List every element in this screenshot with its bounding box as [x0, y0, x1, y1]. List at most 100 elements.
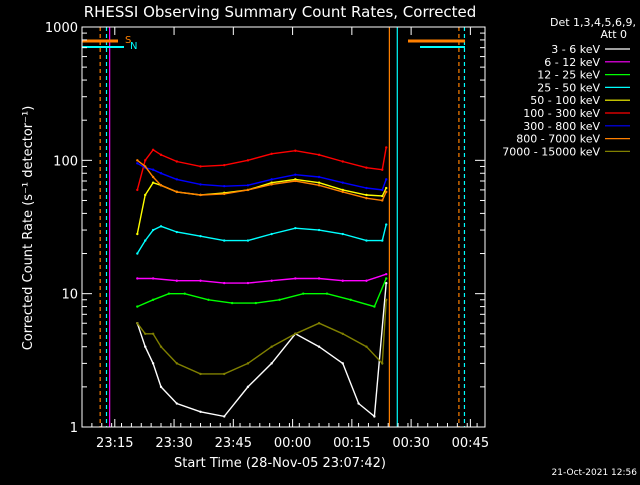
legend-label: 800 - 7000 keV [516, 133, 600, 146]
series-point [151, 298, 155, 301]
series-point [341, 160, 344, 163]
series-point [199, 193, 202, 197]
series-point [246, 188, 250, 192]
series-point [341, 181, 344, 184]
series-point [270, 345, 273, 348]
series-point [317, 153, 321, 157]
series-point [175, 279, 179, 282]
series-point [151, 168, 155, 171]
series-point [365, 279, 368, 282]
series-point [136, 188, 139, 192]
series-line-2 [137, 278, 387, 308]
series-point [223, 184, 226, 188]
series-point [381, 194, 384, 198]
series-point [317, 345, 321, 348]
series-point [325, 292, 329, 295]
x-axis-label: Start Time (28-Nov-05 23:07:42) [174, 456, 386, 471]
series-point [341, 279, 344, 282]
series-point [385, 186, 388, 190]
series-point [254, 301, 258, 305]
series-point [175, 160, 179, 163]
series-point [136, 305, 139, 308]
series-line-1 [137, 273, 387, 284]
series-point [317, 184, 321, 187]
series-point [246, 281, 250, 285]
x-tick-label: 00:00 [274, 436, 311, 451]
legend-label: 50 - 100 keV [530, 94, 600, 107]
series-point [159, 225, 163, 228]
series-point [385, 146, 388, 149]
legend-label: 25 - 50 keV [537, 81, 600, 94]
series-point [246, 184, 250, 187]
series-point [151, 277, 155, 280]
series-point [385, 223, 388, 226]
timestamp: 21-Oct-2021 12:56 [552, 468, 638, 478]
x-tick-label: 23:30 [155, 436, 192, 451]
series-point [365, 186, 368, 190]
series-point [385, 281, 388, 285]
series-point [381, 362, 384, 365]
series-point [175, 190, 179, 194]
series-point [223, 239, 226, 242]
series-point [144, 165, 147, 168]
series-point [357, 402, 360, 405]
series-point [144, 332, 147, 336]
x-axis-ticks: 23:15 23:30 23:45 00:00 00:15 00:30 00:45 [91, 27, 489, 451]
series-point [373, 415, 376, 418]
x-tick-label: 00:45 [452, 436, 489, 451]
plot-frame [81, 26, 486, 428]
series-point [159, 172, 163, 175]
series-point [183, 292, 186, 295]
legend-label: 6 - 12 keV [544, 56, 600, 69]
series-point [302, 292, 305, 295]
y-tick-label: 1 [70, 421, 78, 436]
series-point [199, 372, 202, 376]
x-tick-label: 23:45 [215, 436, 252, 451]
series-point [270, 279, 273, 282]
y-axis-label: Corrected Count Rate (s⁻¹ detector⁻¹) [21, 106, 36, 351]
annotation-n: N [130, 41, 137, 52]
series-point [144, 239, 147, 242]
series-point [365, 196, 368, 200]
series-point [136, 232, 139, 236]
series-point [381, 188, 384, 192]
annotation-s: S [125, 35, 131, 46]
series-point [317, 322, 321, 325]
series-line-8 [136, 299, 387, 375]
series-point [199, 183, 202, 186]
series-point [151, 175, 155, 179]
series-point [317, 277, 321, 280]
series-point [199, 165, 202, 168]
series-point [294, 332, 297, 336]
y-tick-label: 1000 [45, 21, 78, 36]
series-point [365, 345, 368, 348]
series-point [365, 166, 368, 169]
series-point [341, 190, 344, 194]
series-point [246, 385, 250, 389]
series-point [136, 252, 139, 255]
series-point [294, 179, 297, 183]
y-tick-label: 100 [53, 154, 78, 169]
series-point [223, 163, 226, 167]
series-point [151, 181, 155, 184]
series-point [294, 173, 297, 176]
series-point [365, 193, 368, 197]
series-point [381, 199, 384, 202]
series-point [136, 322, 139, 325]
y-tick-label: 10 [61, 288, 78, 303]
series-point [317, 175, 321, 179]
legend-label: 300 - 800 keV [523, 120, 600, 133]
x-tick-label: 23:15 [96, 436, 133, 451]
series-point [144, 159, 147, 162]
series-point [246, 239, 250, 242]
series-point [270, 232, 273, 236]
series-point [385, 190, 388, 194]
series-point [199, 234, 202, 238]
series-point [294, 149, 297, 152]
legend-header-line-1: Det 1,3,4,5,6,9, [550, 16, 636, 29]
series-point [175, 362, 179, 365]
series-point [246, 159, 250, 162]
series-point [385, 298, 388, 301]
series-point [349, 298, 352, 301]
